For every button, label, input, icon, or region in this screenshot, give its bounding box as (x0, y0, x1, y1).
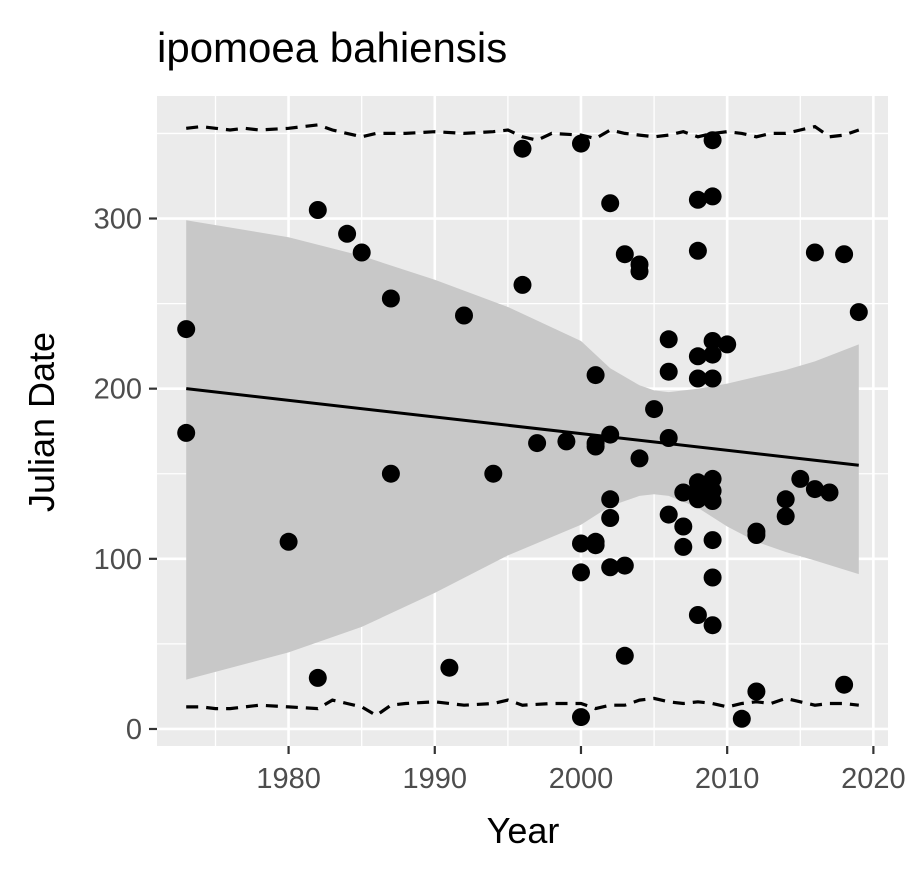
data-point (688, 347, 707, 366)
data-point (835, 675, 854, 694)
data-point (615, 245, 634, 264)
data-point (615, 556, 634, 575)
data-point (586, 366, 605, 385)
data-point (601, 194, 620, 213)
data-point (630, 262, 649, 281)
data-point (674, 517, 693, 536)
data-point (601, 425, 620, 444)
data-point (659, 330, 678, 349)
data-point (572, 134, 590, 153)
data-point (747, 682, 766, 701)
data-point (805, 243, 824, 262)
data-point (703, 369, 722, 388)
data-point (776, 490, 795, 509)
data-point (572, 708, 590, 727)
data-point (513, 275, 532, 294)
x-tick-label: 2010 (695, 763, 760, 795)
points-layer (177, 131, 868, 728)
x-tick-label: 1990 (403, 763, 468, 795)
data-point (703, 332, 722, 350)
chart-title: ipomoea bahiensis (157, 24, 507, 71)
data-point (703, 568, 722, 587)
data-point (703, 131, 722, 150)
data-point (440, 658, 459, 677)
x-axis-title: Year (487, 810, 560, 851)
data-point (352, 243, 371, 262)
y-axis-title: Julian Date (21, 332, 62, 512)
data-point (674, 483, 693, 502)
data-point (615, 646, 634, 665)
data-point (572, 563, 590, 582)
data-point (455, 306, 473, 325)
data-point (279, 532, 298, 551)
confidence-band-layer (186, 220, 859, 680)
data-point (528, 434, 547, 453)
data-point (688, 490, 707, 509)
data-point (835, 245, 854, 264)
data-point (659, 362, 678, 381)
data-point (791, 469, 810, 488)
data-point (177, 423, 196, 442)
data-point (659, 505, 678, 524)
data-point (513, 139, 532, 158)
data-point (688, 190, 707, 209)
data-point (484, 464, 503, 483)
data-point (674, 537, 693, 556)
data-point (601, 558, 620, 577)
data-point (308, 201, 327, 219)
data-point (776, 507, 795, 526)
data-point (645, 400, 664, 419)
data-point (601, 509, 620, 527)
data-point (586, 437, 605, 456)
lower-quantile-line (186, 696, 859, 718)
data-point (659, 429, 678, 447)
data-point (732, 709, 751, 728)
data-point (688, 369, 707, 388)
data-point (381, 464, 400, 483)
data-point (805, 480, 824, 499)
y-tick-label: 0 (126, 714, 142, 746)
data-point (177, 320, 196, 339)
data-point (630, 449, 649, 468)
confidence-band (186, 220, 859, 680)
data-point (718, 335, 737, 354)
y-tick-label: 200 (94, 374, 142, 406)
regression-line (186, 387, 859, 467)
data-point (586, 536, 605, 555)
y-tick-label: 100 (94, 544, 142, 576)
data-point (747, 526, 766, 544)
data-point (381, 289, 400, 308)
data-point (703, 345, 722, 364)
data-point (572, 534, 590, 553)
data-point (557, 432, 576, 451)
data-point (601, 490, 620, 509)
x-tick-label: 1980 (256, 763, 321, 795)
x-axis-ticks: 1980 1990 2000 2010 2020 (256, 746, 906, 795)
data-point (703, 492, 722, 510)
data-point (703, 616, 722, 635)
y-tick-label: 300 (94, 204, 142, 236)
data-point (308, 668, 327, 687)
data-point (688, 606, 707, 624)
data-point (338, 224, 357, 243)
data-point (849, 303, 868, 322)
data-point (688, 241, 707, 260)
fit-line-layer (186, 387, 859, 467)
data-point (703, 187, 722, 206)
x-tick-label: 2000 (549, 763, 614, 795)
y-axis-ticks: 0 100 200 300 (94, 204, 157, 746)
x-tick-label: 2020 (841, 763, 906, 795)
data-point (820, 483, 839, 502)
data-point (703, 531, 722, 550)
